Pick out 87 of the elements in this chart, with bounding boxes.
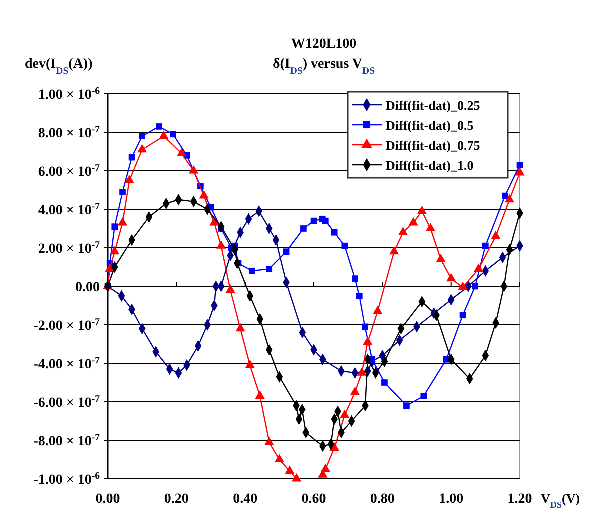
point xyxy=(515,167,525,176)
point xyxy=(310,218,318,224)
point xyxy=(138,144,148,153)
y-tick-label: 0.00 xyxy=(76,280,100,296)
point xyxy=(362,324,368,330)
point xyxy=(516,162,524,168)
point xyxy=(245,360,255,368)
y-tick-label: -2.00 × 10$^{-7}$ xyxy=(34,316,100,334)
y-tick-label: 4.00 × 10$^{-7}$ xyxy=(38,201,100,218)
y-tick-label: 8.00 × 10$^{-7}$ xyxy=(38,124,100,142)
point xyxy=(120,189,126,196)
point xyxy=(390,246,400,255)
point xyxy=(340,410,350,418)
point xyxy=(458,282,468,290)
point xyxy=(460,312,466,319)
y-tick-label: -4.00 × 10$^{-7}$ xyxy=(34,355,100,372)
point xyxy=(159,130,169,140)
y-axis-title: dev(I$_{DS}$(A)) xyxy=(25,57,94,76)
point xyxy=(404,402,410,410)
point xyxy=(170,131,176,138)
point xyxy=(357,368,367,376)
point xyxy=(417,206,427,214)
point xyxy=(266,266,273,272)
point xyxy=(199,190,209,199)
point xyxy=(285,466,295,474)
point xyxy=(446,273,456,282)
point xyxy=(363,336,373,346)
point xyxy=(128,154,136,161)
point xyxy=(124,175,134,184)
point xyxy=(274,454,284,463)
legend-label: Diff(fit-dat)_1.0 xyxy=(386,158,474,173)
point xyxy=(139,133,146,140)
point xyxy=(408,217,418,226)
y-tick-label: 6.00 × 10$^{-7}$ xyxy=(38,162,100,180)
point xyxy=(255,390,265,399)
point xyxy=(300,226,307,232)
point xyxy=(320,464,330,472)
y-tick-label: 2.00 × 10$^{-7}$ xyxy=(38,240,100,257)
y-tick-label: 1.00 × 10$^{-6}$ xyxy=(38,86,100,103)
point xyxy=(322,218,329,224)
x-tick-label: 0.40 xyxy=(233,492,258,507)
point xyxy=(210,217,220,226)
point xyxy=(398,227,408,236)
point xyxy=(226,284,236,294)
x-tick-label: 1.00 xyxy=(439,492,464,507)
point xyxy=(292,473,302,482)
point xyxy=(420,393,428,400)
point xyxy=(356,292,363,300)
point xyxy=(491,230,501,240)
point xyxy=(177,148,187,156)
point xyxy=(373,306,383,314)
point xyxy=(236,323,246,332)
y-tick-label: -6.00 × 10$^{-7}$ xyxy=(34,394,100,411)
point xyxy=(216,240,226,249)
point xyxy=(283,248,290,256)
point xyxy=(249,268,256,274)
legend-label: Diff(fit-dat)_0.5 xyxy=(386,118,474,133)
y-tick-label: -8.00 × 10$^{-7}$ xyxy=(34,432,100,450)
x-tick-label: 1.20 xyxy=(508,492,532,507)
point xyxy=(342,242,348,250)
point xyxy=(264,436,274,446)
point xyxy=(118,217,128,226)
legend-label: Diff(fit-dat)_0.25 xyxy=(386,98,481,113)
point xyxy=(474,264,484,272)
point xyxy=(189,165,199,174)
point xyxy=(156,124,162,130)
chart-title: W120L100 xyxy=(291,37,357,52)
point xyxy=(504,194,515,203)
point xyxy=(382,380,388,386)
legend-label: Diff(fit-dat)_0.75 xyxy=(386,138,481,153)
x-axis-title: V$_{DS}$(V) xyxy=(541,491,580,510)
point xyxy=(472,283,479,290)
point xyxy=(482,242,489,250)
point xyxy=(110,246,120,255)
x-tick-label: 0.00 xyxy=(96,492,120,507)
point xyxy=(350,386,360,396)
point xyxy=(331,229,338,236)
point xyxy=(112,224,118,230)
x-tick-label: 0.60 xyxy=(302,492,326,507)
chart-subtitle: δ(I$_{DS}$) versus V$_{DS}$ xyxy=(272,57,376,76)
x-tick-label: 0.20 xyxy=(164,492,189,507)
point xyxy=(352,276,358,282)
y-tick-label: -1.00 × 10$^{-6}$ xyxy=(34,470,100,488)
point xyxy=(502,192,508,200)
point xyxy=(436,254,446,262)
point xyxy=(426,223,436,232)
x-tick-label: 0.80 xyxy=(370,492,395,507)
